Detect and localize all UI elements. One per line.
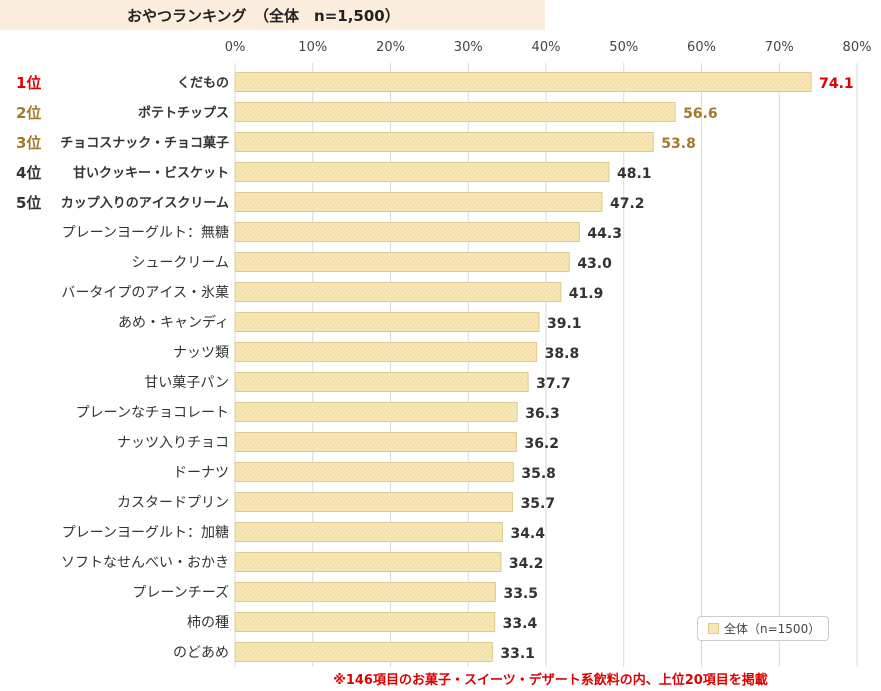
value-label: 33.1 [500,646,535,662]
bar [234,222,580,242]
value-label: 35.7 [521,496,556,512]
bar [234,162,610,182]
x-tick-label: 70% [765,40,794,55]
x-tick-label: 10% [298,40,327,55]
rank-label: 2位 [16,104,41,122]
bar [234,252,570,272]
category-label: カップ入りのアイスクリーム [61,196,229,211]
x-tick-label: 80% [843,40,872,55]
rank-label: 4位 [16,164,41,182]
category-label: プレーンなチョコレート [76,405,229,421]
x-tick-label: 40% [532,40,561,55]
bar [234,432,517,452]
category-label: シュークリーム [131,255,229,271]
value-label: 34.2 [509,556,544,572]
legend: 全体（n=1500） [697,616,829,641]
bar [234,192,603,212]
category-label: プレーンヨーグルト：加糖 [62,525,229,541]
value-label: 37.7 [536,376,571,392]
category-label: くだもの [177,76,229,91]
bar [234,552,502,572]
value-label: 53.8 [661,136,696,152]
category-label: ドーナツ [173,465,229,481]
value-label: 41.9 [569,286,604,302]
x-tick-label: 60% [687,40,716,55]
bar [234,612,496,632]
category-label: 甘い菓子パン [144,375,229,391]
value-label: 34.4 [510,526,545,542]
bar [234,72,812,92]
rank-label: 3位 [16,134,41,152]
x-tick-label: 20% [376,40,405,55]
value-label: 35.8 [521,466,556,482]
category-label: ソフトなせんべい・おかき [61,555,229,571]
category-label: のどあめ [173,645,229,661]
bar [234,402,518,422]
rank-label: 1位 [16,74,41,92]
category-label: プレーンヨーグルト：無糖 [62,225,229,241]
rank-label: 5位 [16,194,41,212]
value-label: 56.6 [683,106,718,122]
bar [234,282,562,302]
bar [234,642,493,662]
bar [234,102,676,122]
category-label: チョコスナック・チョコ菓子 [60,135,229,151]
value-label: 38.8 [545,346,580,362]
value-label: 33.5 [503,586,538,602]
legend-label: 全体（n=1500） [724,622,821,636]
chart-title: おやつランキング （全体 n=1,500） [127,7,400,25]
footnote: ※146項目のお菓子・スイーツ・デザート系飲料の内、上位20項目を掲載 [333,673,768,688]
category-label: ポテトチップス [138,105,229,121]
value-label: 43.0 [577,256,612,272]
value-label: 39.1 [547,316,582,332]
bar [234,342,538,362]
bar [234,372,529,392]
value-label: 48.1 [617,166,652,182]
category-label: あめ・キャンディ [118,314,229,331]
bar [234,492,514,512]
bar [234,522,503,542]
category-label: プレーンチーズ [132,585,229,601]
x-tick-label: 0% [225,40,246,55]
x-tick-label: 30% [454,40,483,55]
category-label: バータイプのアイス・氷菓 [61,285,229,301]
x-tick-label: 50% [609,40,638,55]
value-label: 47.2 [610,196,645,212]
category-label: ナッツ類 [173,345,229,361]
value-label: 36.2 [524,436,559,452]
category-label: 甘いクッキー・ビスケット [73,165,229,181]
category-label: ナッツ入りチョコ [117,435,229,451]
value-label: 33.4 [503,616,538,632]
bar [234,312,540,332]
value-label: 36.3 [525,406,560,422]
bar [234,582,496,602]
bar [234,462,514,482]
category-label: 柿の種 [187,614,229,631]
value-label: 44.3 [587,226,622,242]
category-label: カスタードプリン [117,495,229,511]
value-label: 74.1 [819,76,854,92]
bar [234,132,654,152]
title-band [0,0,545,30]
legend-swatch [708,623,719,634]
